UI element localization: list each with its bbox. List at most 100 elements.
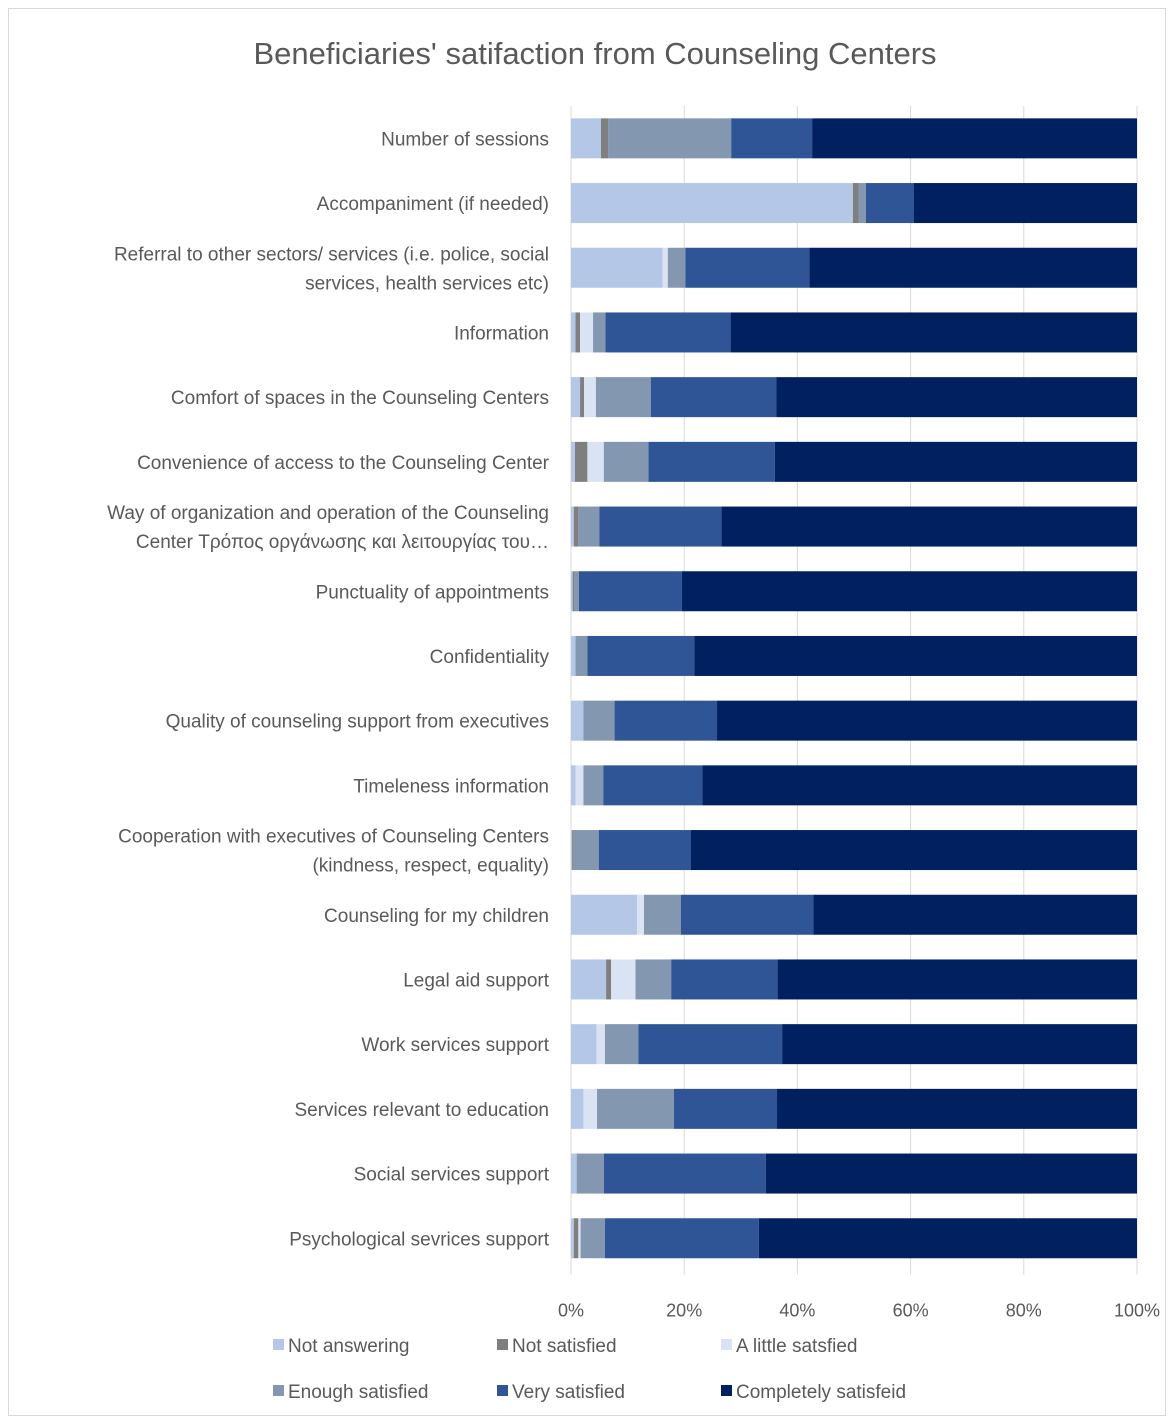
category-label: Cooperation with executives of Counselin… (118, 827, 549, 848)
bar-segment (578, 571, 682, 612)
legend: Not answering Not satisfied A little satsf… (273, 1336, 906, 1403)
bar-segment (638, 1024, 783, 1065)
legend-label: Very satisfied (512, 1382, 625, 1403)
bar-segment (694, 635, 1137, 676)
legend-swatch (273, 1385, 284, 1396)
bar-segment (595, 377, 651, 418)
bar-segment (571, 441, 575, 482)
category-label: (kindness, respect, equality) (312, 856, 549, 877)
bar-segment (681, 571, 1137, 612)
bar-segment (637, 894, 645, 935)
category-label: Work services support (361, 1035, 549, 1056)
legend-label: Completely satisfeid (736, 1382, 906, 1403)
category-label: Timeleness information (353, 776, 549, 797)
bar-segment (571, 894, 638, 935)
category-label: Information (454, 323, 549, 344)
bar-segment (717, 700, 1137, 741)
legend-label: Enough satisfied (288, 1382, 429, 1403)
bar-segment (571, 118, 601, 159)
bar-segment (603, 1153, 766, 1194)
bar-segment (578, 1218, 581, 1259)
bar-segment (572, 830, 574, 871)
category-label: Counseling for my children (324, 906, 549, 927)
bar-segment (721, 506, 1137, 547)
bar-segment (575, 312, 581, 353)
bar-segment (571, 312, 576, 353)
chart-title: Beneficiaries' satifaction from Counseli… (253, 36, 936, 71)
bar-segment (578, 506, 600, 547)
x-tick-label: 20% (666, 1301, 702, 1321)
bar-segment (680, 894, 814, 935)
bar-segment (583, 700, 615, 741)
bar-segment (571, 830, 573, 871)
bar-segment (597, 1088, 675, 1129)
x-tick-label: 40% (779, 1301, 815, 1321)
bar-segment (605, 312, 731, 353)
bar-segment (858, 183, 866, 224)
bar-segment (573, 830, 599, 871)
bar-segment (573, 506, 579, 547)
bar-segment (575, 635, 588, 676)
bar-segment (650, 377, 777, 418)
bar-segment (587, 635, 695, 676)
bar-segment (580, 312, 594, 353)
legend-swatch (497, 1385, 508, 1396)
bar-segment (571, 1218, 574, 1259)
bar-segment (730, 312, 1137, 353)
bar-segment (583, 1088, 598, 1129)
bar-segment (913, 183, 1137, 224)
bar-segment (852, 183, 859, 224)
bar-segment (571, 571, 573, 612)
bar-segment (635, 959, 672, 1000)
bar-segment (662, 247, 668, 288)
category-label: Psychological sevrices support (289, 1229, 550, 1250)
category-label: Accompaniment (if needed) (317, 194, 549, 215)
gridlines (570, 106, 1138, 1275)
bar-segment (671, 959, 778, 1000)
bar-segment (648, 441, 775, 482)
category-label: Center Τρόπος οργάνωσης και λειτουργίας … (136, 532, 549, 553)
bar-segment (571, 700, 584, 741)
category-label: Legal aid support (403, 970, 549, 991)
bar-segment (777, 959, 1137, 1000)
bar-segment (571, 765, 576, 806)
category-label: Services relevant to education (294, 1100, 549, 1121)
bar-segment (606, 959, 612, 1000)
bar-segment (575, 765, 584, 806)
category-label: Comfort of spaces in the Counseling Cent… (171, 388, 549, 409)
bar-segment (782, 1024, 1137, 1065)
bar-segment (604, 1024, 639, 1065)
bar-segment (674, 1088, 778, 1129)
legend-swatch (497, 1339, 508, 1350)
bar-segment (571, 1024, 597, 1065)
bar-segment (598, 830, 691, 871)
bar-segment (758, 1218, 1137, 1259)
bar-segment (690, 830, 1137, 871)
bar-segment (580, 377, 585, 418)
bar-segment (765, 1153, 1137, 1194)
bar-segment (596, 1024, 605, 1065)
bar-segment (776, 377, 1137, 418)
category-label: Social services support (354, 1165, 550, 1186)
category-label: Confidentiality (430, 647, 550, 668)
bar-segment (777, 1088, 1137, 1129)
x-tick-label: 100% (1114, 1301, 1160, 1321)
bar-segment (571, 635, 576, 676)
bar-segment (614, 700, 718, 741)
category-labels: Number of sessions Accompaniment (if need… (107, 129, 550, 1250)
bar-segment (574, 441, 588, 482)
legend-swatch (273, 1339, 284, 1350)
bar-segment (731, 118, 813, 159)
bar-segment (571, 506, 574, 547)
bar-segment (774, 441, 1137, 482)
legend-swatch (721, 1339, 732, 1350)
legend-label: Not satisfied (512, 1336, 617, 1357)
bar-segment (667, 247, 686, 288)
category-label: Way of organization and operation of the… (107, 503, 549, 524)
bar-segment (603, 441, 649, 482)
legend-label: Not answering (288, 1336, 409, 1357)
category-label: Number of sessions (381, 129, 549, 150)
bar-segment (865, 183, 914, 224)
bar-segment (644, 894, 681, 935)
